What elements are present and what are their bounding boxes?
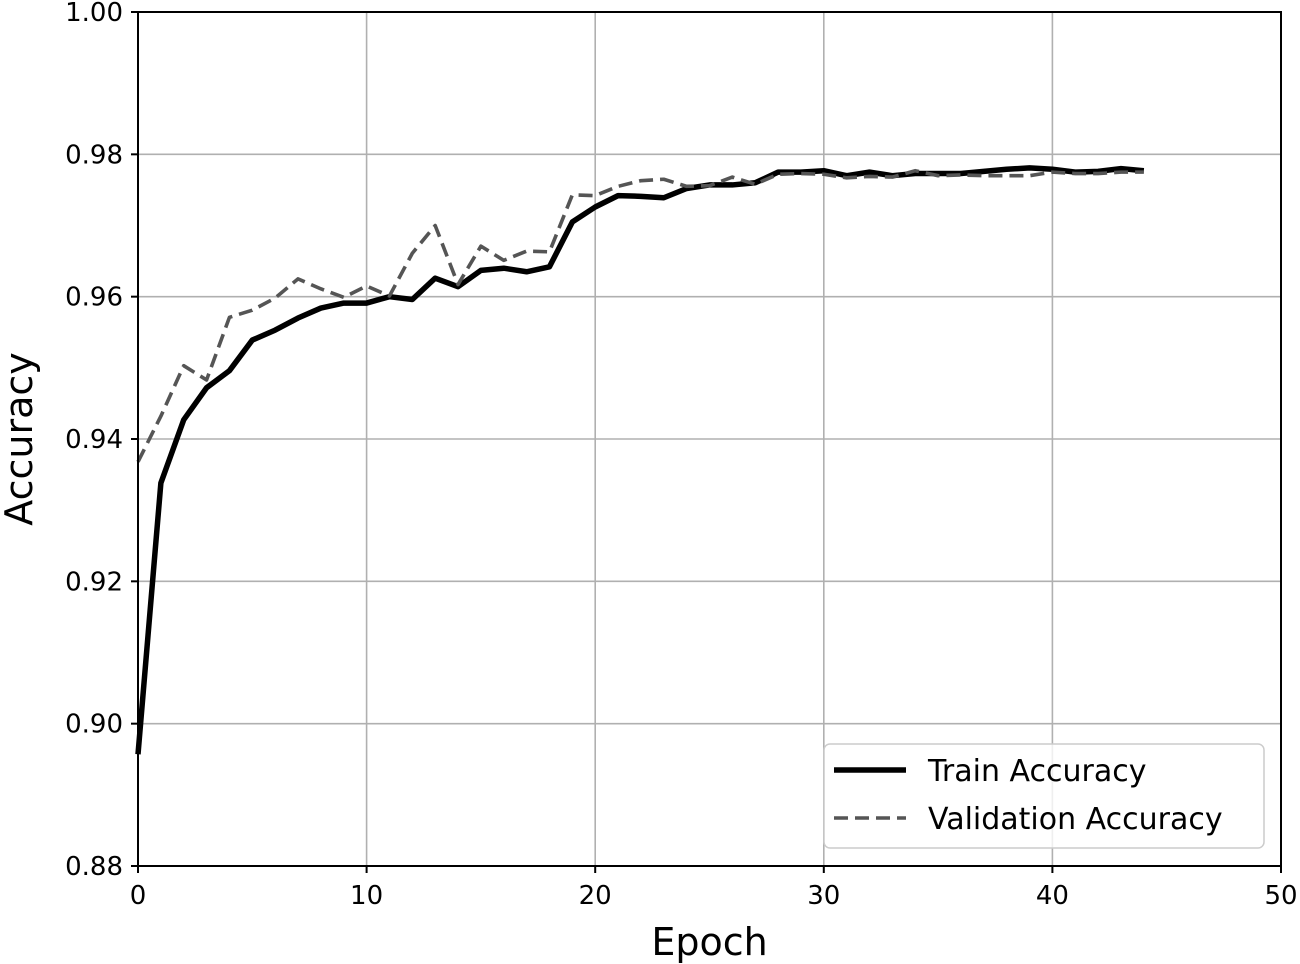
train-point: [1119, 167, 1123, 171]
validation-point: [936, 174, 940, 178]
validation-point: [616, 184, 620, 188]
train-point: [342, 301, 346, 305]
train-point: [822, 169, 826, 173]
train-point: [410, 298, 414, 302]
validation-point: [822, 172, 826, 176]
validation-point: [913, 169, 917, 173]
grid: [137, 11, 1282, 867]
validation-point: [845, 176, 849, 180]
validation-point: [1142, 170, 1146, 174]
train-accuracy-line: [135, 165, 1145, 755]
train-point: [593, 205, 597, 209]
train-point: [159, 481, 163, 485]
validation-point: [502, 258, 506, 262]
validation-point: [296, 277, 300, 281]
axis-ticks: 0 10 20 30 40 50 0.88 0.90 0.92 0.94 0.96 0.98 1.00: [65, 0, 1297, 911]
validation-point: [479, 244, 483, 248]
train-point: [433, 276, 437, 280]
train-point: [868, 170, 872, 174]
validation-point: [1119, 170, 1123, 174]
validation-point: [1005, 174, 1009, 178]
train-point: [547, 265, 551, 269]
validation-point: [227, 315, 231, 319]
validation-point: [205, 378, 209, 382]
train-point: [730, 183, 734, 187]
legend-label-validation: Validation Accuracy: [928, 802, 1223, 837]
validation-point: [387, 294, 391, 298]
train-point: [205, 386, 209, 390]
y-tick-label: 0.94: [65, 425, 123, 455]
validation-point: [1050, 170, 1054, 174]
validation-point: [1073, 172, 1077, 176]
validation-point: [959, 173, 963, 177]
train-point: [250, 338, 254, 342]
validation-point: [159, 414, 163, 418]
validation-point: [250, 308, 254, 312]
validation-point: [753, 182, 757, 186]
validation-point: [365, 284, 369, 288]
validation-point: [639, 179, 643, 183]
validation-point: [1096, 172, 1100, 176]
validation-points: [136, 169, 1146, 464]
validation-point: [182, 364, 186, 368]
validation-accuracy-line: [136, 168, 1144, 463]
y-tick-label: 0.90: [65, 710, 123, 740]
y-tick-label: 0.88: [65, 852, 123, 882]
validation-point: [547, 250, 551, 254]
validation-point: [982, 174, 986, 178]
train-point: [227, 369, 231, 373]
validation-point: [868, 174, 872, 178]
validation-point: [525, 249, 529, 253]
validation-point: [799, 172, 803, 176]
x-tick-label: 40: [1036, 881, 1069, 911]
validation-point: [593, 194, 597, 198]
x-tick-label: 50: [1264, 881, 1297, 911]
train-point: [479, 268, 483, 272]
train-point: [662, 196, 666, 200]
train-point: [365, 301, 369, 305]
series-lines: [135, 165, 1146, 756]
validation-point: [570, 193, 574, 197]
validation-point: [433, 224, 437, 228]
legend: Train Accuracy Validation Accuracy: [823, 743, 1265, 849]
train-point: [273, 328, 277, 332]
train-points: [136, 166, 1146, 756]
legend-box: [823, 743, 1265, 849]
train-point: [570, 220, 574, 224]
train-point: [982, 169, 986, 173]
validation-point: [708, 184, 712, 188]
train-point: [616, 194, 620, 198]
x-tick-label: 10: [350, 881, 383, 911]
validation-point: [1028, 174, 1032, 178]
validation-point: [730, 175, 734, 179]
x-tick-label: 30: [807, 881, 840, 911]
y-tick-label: 1.00: [65, 0, 123, 28]
train-point: [525, 270, 529, 274]
train-point: [296, 316, 300, 320]
train-point: [502, 266, 506, 270]
train-point: [639, 194, 643, 198]
validation-point: [319, 287, 323, 291]
y-axis-label: Accuracy: [0, 352, 41, 526]
validation-point: [890, 175, 894, 179]
train-point: [319, 306, 323, 310]
y-tick-label: 0.98: [65, 140, 123, 170]
train-point: [182, 418, 186, 422]
validation-point: [410, 251, 414, 255]
y-tick-label: 0.92: [65, 567, 123, 597]
x-axis-label: Epoch: [651, 920, 767, 964]
legend-label-train: Train Accuracy: [927, 754, 1146, 789]
validation-point: [342, 295, 346, 299]
train-point: [1005, 167, 1009, 171]
train-point: [1028, 166, 1032, 170]
y-tick-label: 0.96: [65, 283, 123, 313]
validation-point: [273, 296, 277, 300]
validation-point: [685, 184, 689, 188]
x-tick-label: 0: [130, 881, 147, 911]
validation-point: [456, 283, 460, 287]
validation-point: [662, 177, 666, 181]
x-tick-label: 20: [579, 881, 612, 911]
validation-point: [776, 172, 780, 176]
